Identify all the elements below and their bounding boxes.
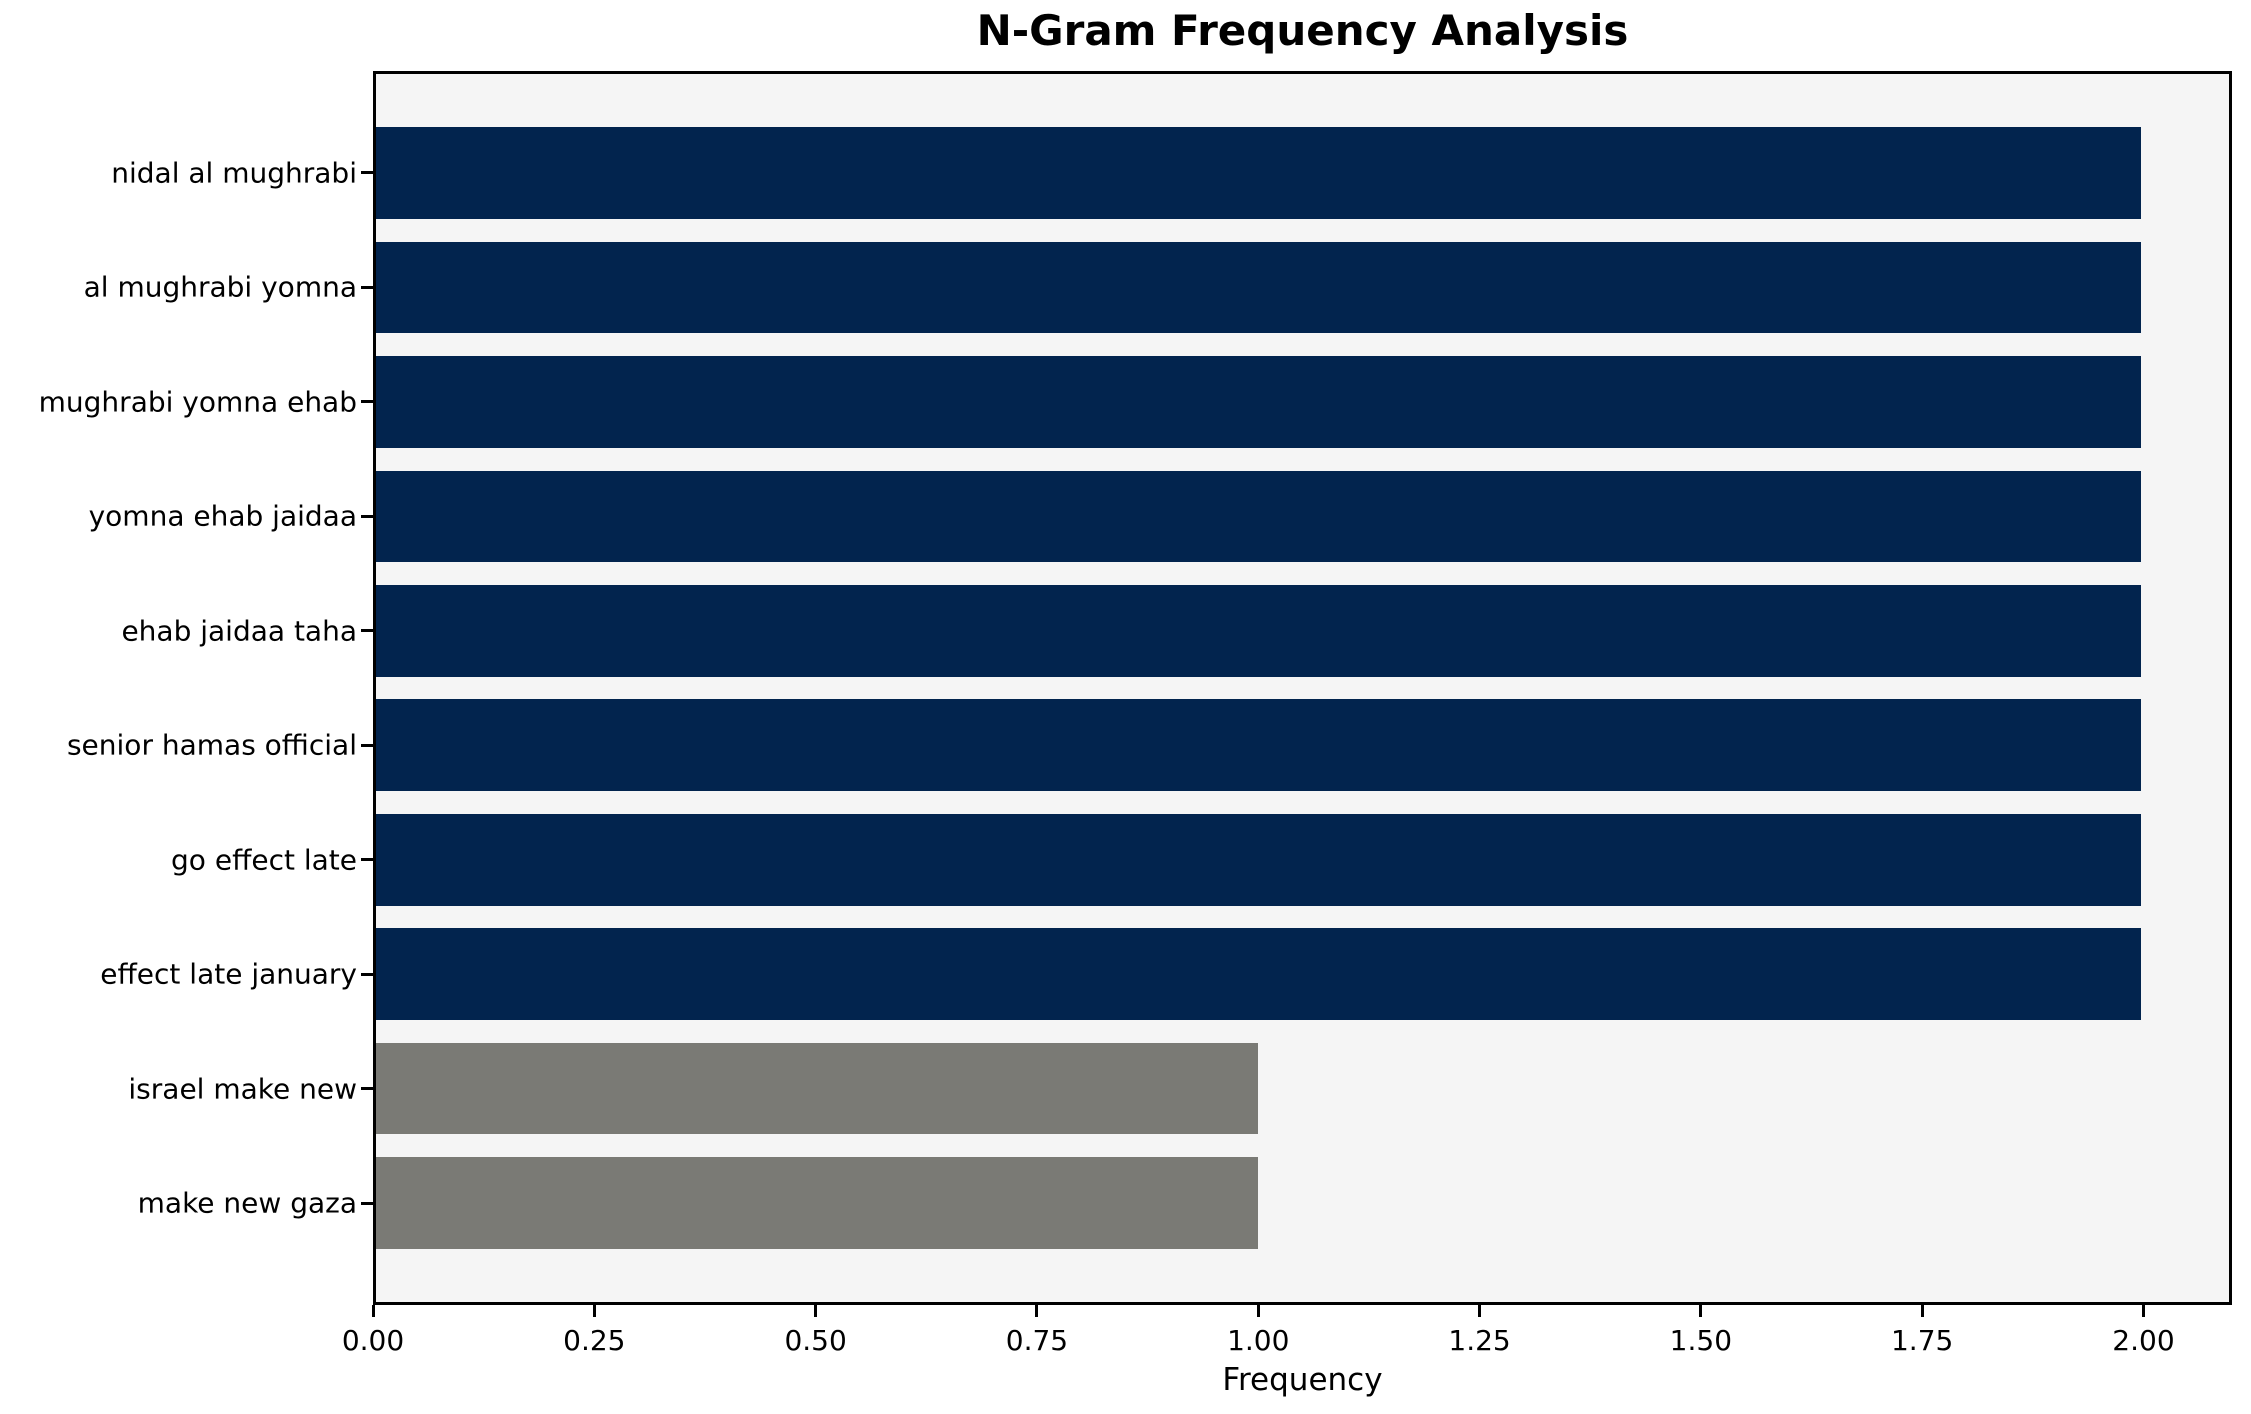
y-tick-mark [361, 858, 373, 862]
x-tick-mark [1699, 1305, 1703, 1317]
bar-israel-make-new [376, 1042, 1259, 1135]
y-tick-mark [361, 1087, 373, 1091]
y-tick-label: effect late january [100, 957, 357, 991]
x-tick-label: 1.25 [1448, 1324, 1511, 1357]
y-tick-mark [361, 1201, 373, 1205]
y-tick-label: israel make new [128, 1072, 357, 1106]
bar-senior-hamas-official [376, 699, 2141, 792]
x-tick-mark [1035, 1305, 1039, 1317]
x-tick-label: 1.50 [1669, 1324, 1733, 1357]
bar-effect-late-january [376, 928, 2141, 1020]
y-tick-mark [361, 171, 373, 175]
y-tick-label: ehab jaidaa taha [121, 614, 357, 648]
y-tick-mark [361, 629, 373, 633]
bar-ehab-jaidaa-taha [376, 584, 2141, 677]
x-tick-mark [1920, 1305, 1924, 1317]
y-tick-label: go effect late [171, 843, 357, 877]
bar-go-effect-late [376, 813, 2141, 906]
x-tick-mark [2141, 1305, 2145, 1317]
y-tick-label: nidal al mughrabi [111, 156, 357, 190]
x-tick-label: 0.50 [784, 1324, 847, 1357]
x-tick-label: 1.75 [1890, 1324, 1954, 1357]
x-tick-mark [1478, 1305, 1482, 1317]
y-tick-mark [361, 285, 373, 289]
y-tick-mark [361, 514, 373, 518]
x-tick-mark [592, 1305, 596, 1317]
y-tick-label: al mughrabi yomna [83, 270, 357, 304]
chart-title: N-Gram Frequency Analysis [976, 6, 1629, 55]
x-tick-label: 2.00 [2112, 1324, 2175, 1357]
bar-mughrabi-yomna-ehab [376, 356, 2141, 448]
y-tick-label: senior hamas official [66, 728, 357, 762]
x-tick-label: 1.00 [1227, 1324, 1290, 1357]
x-tick-label: 0.75 [1005, 1324, 1069, 1357]
x-tick-mark [1256, 1305, 1260, 1317]
x-axis-title: Frequency [1222, 1362, 1383, 1398]
bar-nidal-al-mughrabi [376, 127, 2141, 219]
y-tick-mark [361, 743, 373, 747]
bar-yomna-ehab-jaidaa [376, 470, 2141, 563]
x-tick-label: 0.25 [563, 1324, 626, 1357]
y-tick-mark [361, 400, 373, 404]
plot-area [373, 71, 2232, 1305]
x-tick-label: 0.00 [341, 1324, 405, 1357]
y-tick-label: make new gaza [137, 1186, 357, 1220]
x-tick-mark [371, 1305, 375, 1317]
y-tick-label: mughrabi yomna ehab [38, 385, 357, 419]
x-tick-mark [814, 1305, 818, 1317]
y-tick-label: yomna ehab jaidaa [88, 499, 357, 533]
bar-al-mughrabi-yomna [376, 241, 2141, 334]
y-tick-mark [361, 972, 373, 976]
bar-make-new-gaza [376, 1157, 1259, 1249]
